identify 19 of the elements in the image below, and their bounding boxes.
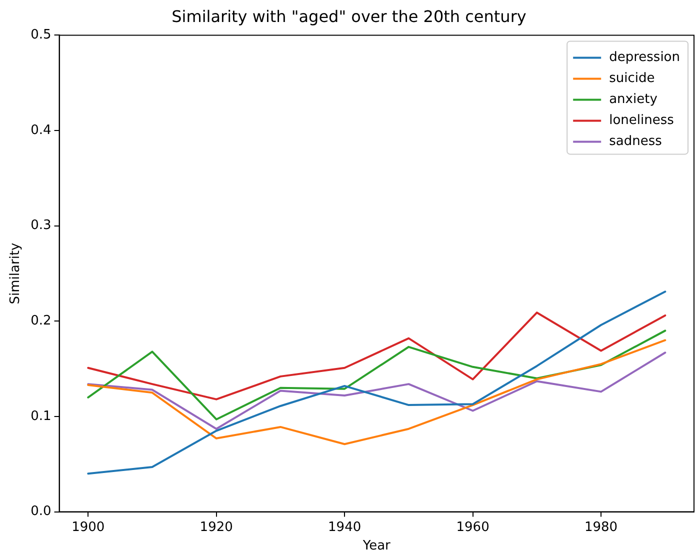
y-tick-label: 0.2 bbox=[30, 314, 52, 329]
legend-label: loneliness bbox=[609, 113, 674, 128]
x-tick-label: 1940 bbox=[328, 520, 362, 535]
x-tick-label: 1960 bbox=[456, 520, 490, 535]
legend-label: depression bbox=[609, 50, 680, 66]
x-tick-label: 1920 bbox=[200, 520, 233, 535]
y-tick-label: 0.3 bbox=[30, 218, 52, 234]
x-axis-title: Year bbox=[362, 538, 392, 554]
y-tick-label: 0.0 bbox=[30, 504, 52, 520]
y-tick-label: 0.1 bbox=[30, 408, 52, 424]
x-tick-label: 1980 bbox=[584, 520, 618, 535]
legend-label: suicide bbox=[609, 71, 655, 86]
legend-label: sadness bbox=[609, 134, 662, 150]
y-tick-label: 0.5 bbox=[30, 28, 52, 43]
legend-label: anxiety bbox=[609, 92, 658, 108]
y-tick-label: 0.4 bbox=[30, 122, 52, 138]
y-axis-title: Similarity bbox=[8, 242, 24, 304]
x-tick-label: 1900 bbox=[72, 520, 105, 535]
chart-title: Similarity with "aged" over the 20th century bbox=[172, 6, 526, 26]
